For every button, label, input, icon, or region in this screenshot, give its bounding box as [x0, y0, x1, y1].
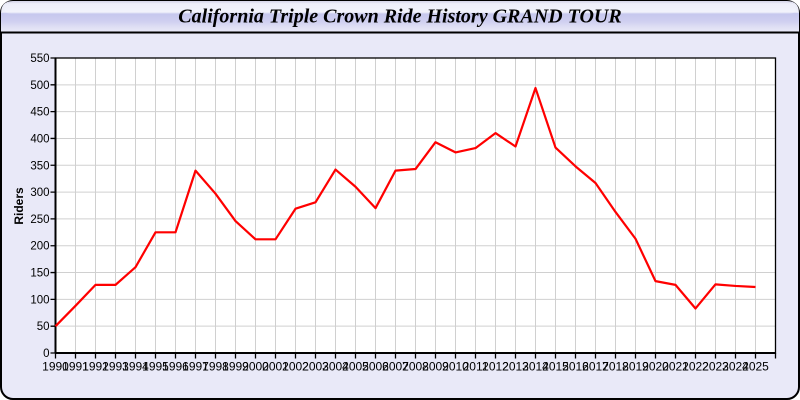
svg-text:2025: 2025	[742, 360, 769, 374]
svg-text:1993: 1993	[102, 360, 129, 374]
svg-text:2023: 2023	[702, 360, 729, 374]
svg-text:100: 100	[30, 294, 49, 306]
svg-text:2017: 2017	[582, 360, 609, 374]
svg-text:200: 200	[30, 241, 49, 253]
svg-text:2013: 2013	[502, 360, 529, 374]
svg-text:2009: 2009	[422, 360, 449, 374]
svg-text:Riders: Riders	[12, 187, 26, 225]
svg-text:50: 50	[37, 321, 50, 333]
svg-text:2020: 2020	[642, 360, 669, 374]
svg-text:1992: 1992	[82, 360, 109, 374]
svg-text:2003: 2003	[302, 360, 329, 374]
svg-text:2011: 2011	[463, 360, 489, 374]
svg-text:2010: 2010	[442, 360, 469, 374]
svg-text:500: 500	[30, 80, 49, 92]
svg-text:1991: 1991	[62, 360, 89, 374]
svg-text:2024: 2024	[722, 360, 749, 374]
svg-text:2022: 2022	[682, 360, 709, 374]
svg-text:550: 550	[30, 53, 49, 65]
svg-text:2016: 2016	[562, 360, 589, 374]
svg-text:0: 0	[43, 348, 49, 360]
svg-text:1996: 1996	[162, 360, 189, 374]
svg-text:2004: 2004	[322, 360, 349, 374]
svg-text:1990: 1990	[42, 360, 69, 374]
svg-text:2019: 2019	[622, 360, 649, 374]
svg-text:250: 250	[30, 214, 49, 226]
svg-text:2014: 2014	[522, 360, 549, 374]
svg-text:2021: 2021	[662, 360, 689, 374]
svg-text:400: 400	[30, 134, 49, 146]
svg-text:350: 350	[30, 160, 49, 172]
svg-text:1994: 1994	[122, 360, 149, 374]
svg-text:2001: 2001	[262, 360, 289, 374]
svg-text:2012: 2012	[482, 360, 509, 374]
svg-text:2006: 2006	[362, 360, 389, 374]
svg-text:2000: 2000	[242, 360, 269, 374]
svg-text:2018: 2018	[602, 360, 629, 374]
svg-text:2002: 2002	[282, 360, 309, 374]
svg-text:300: 300	[30, 187, 49, 199]
svg-text:1995: 1995	[142, 360, 169, 374]
svg-text:150: 150	[30, 268, 49, 280]
svg-text:450: 450	[30, 107, 49, 119]
svg-text:California Triple Crown Ride H: California Triple Crown Ride History GRA…	[178, 6, 621, 28]
svg-text:1998: 1998	[202, 360, 229, 374]
svg-text:2008: 2008	[402, 360, 429, 374]
svg-text:1997: 1997	[182, 360, 209, 374]
svg-text:1999: 1999	[222, 360, 249, 374]
svg-text:2005: 2005	[342, 360, 369, 374]
svg-text:2007: 2007	[382, 360, 409, 374]
svg-text:2015: 2015	[542, 360, 569, 374]
